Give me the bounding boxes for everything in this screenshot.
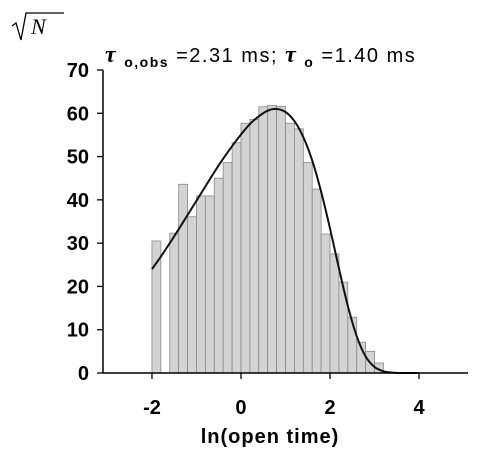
histogram-bar (196, 195, 206, 374)
tau-subscript: o (304, 54, 314, 70)
histogram-bar (222, 162, 233, 374)
fit-curve-layer (151, 107, 420, 375)
histogram-bar (276, 105, 286, 374)
y-tick-label: 0 (78, 363, 89, 385)
histogram-bar (311, 188, 322, 374)
axes (97, 69, 468, 379)
histogram-bar (151, 240, 162, 374)
histogram-bar (240, 122, 251, 374)
y-tick-label: 30 (67, 233, 89, 255)
histogram-bar (267, 105, 278, 374)
fit-curve (151, 107, 420, 375)
tau-obs-symbol: τ (105, 42, 117, 68)
x-tick-label: 4 (413, 397, 425, 419)
y-tick-label: 70 (67, 60, 89, 82)
x-tick-labels: -2 0 2 4 (143, 397, 425, 419)
histogram-bar (213, 177, 224, 374)
tau-symbol: τ (285, 42, 297, 68)
histogram-bar (231, 142, 242, 374)
y-tick-labels: 0 10 20 30 40 50 60 70 (67, 60, 89, 385)
histogram-bar (249, 118, 260, 374)
y-axis-label: N (11, 12, 64, 41)
y-tick-label: 60 (67, 103, 89, 125)
tau-obs-value: =2.31 ms; (176, 45, 285, 67)
y-tick-label: 10 (67, 320, 89, 342)
histogram-bar (320, 233, 331, 374)
tau-value: =1.40 ms (321, 45, 416, 67)
histogram-bars (151, 105, 384, 374)
sqrt-radical-sign (11, 12, 64, 41)
y-axis-label-symbol: N (30, 14, 47, 39)
y-tick-label: 50 (67, 147, 89, 169)
x-axis-title: ln(open time) (201, 426, 340, 448)
histogram-bar (204, 195, 215, 374)
histogram-bar (178, 183, 188, 374)
histogram-bar (293, 128, 304, 374)
x-tick-label: -2 (143, 397, 161, 419)
tau-annotation: τ o,obs =2.31 ms; τ o =1.40 ms (105, 42, 416, 72)
y-tick-label: 20 (67, 276, 89, 298)
histogram-bar (329, 253, 340, 374)
tau-obs-subscript: o,obs (124, 54, 169, 70)
histogram-bar (302, 162, 313, 374)
histogram-bar (187, 216, 197, 374)
x-tick-label: 2 (324, 397, 335, 419)
histogram-bar (169, 232, 180, 374)
histogram-bar (258, 106, 269, 374)
y-tick-label: 40 (67, 190, 89, 212)
x-tick-label: 0 (235, 397, 246, 419)
histogram-bar (338, 281, 349, 374)
histogram-bar (285, 122, 295, 374)
